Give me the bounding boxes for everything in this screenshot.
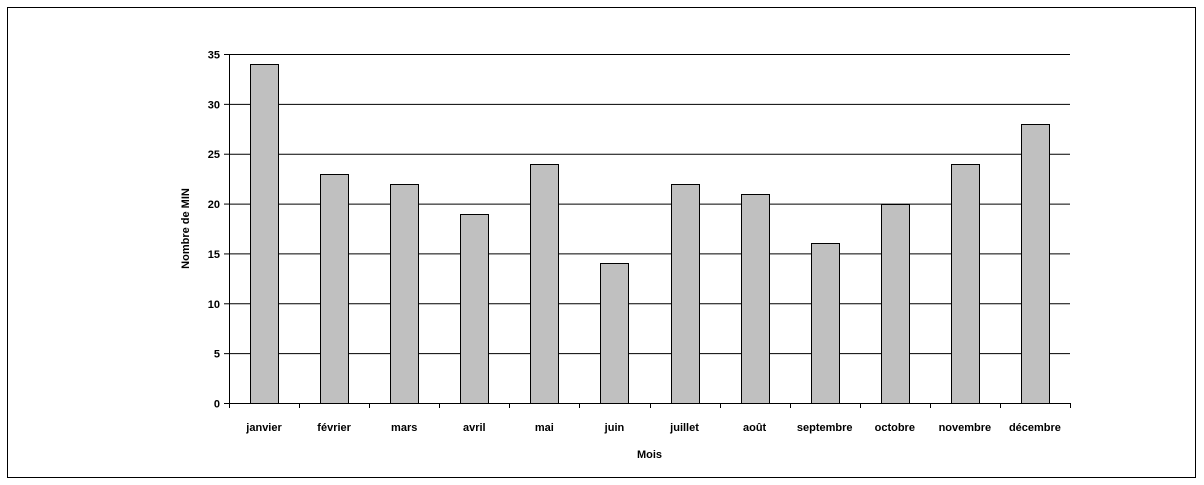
x-tick-label: janvier xyxy=(245,422,282,434)
x-tick-label: juillet xyxy=(669,422,699,434)
x-tick-label: décembre xyxy=(1009,422,1061,434)
y-tick-labels: 0 5 10 15 20 25 30 35 xyxy=(208,50,220,411)
x-tick-label: février xyxy=(317,422,351,434)
bar-novembre xyxy=(951,164,980,404)
x-tick-label: septembre xyxy=(797,422,853,434)
y-tick-label: 5 xyxy=(214,349,220,361)
bar-mars xyxy=(390,184,419,404)
bar-août xyxy=(741,194,770,404)
x-axis-title: Mois xyxy=(637,449,662,461)
bar-janvier xyxy=(250,64,279,404)
chart-frame: 0 5 10 15 20 25 30 35 janvier février mars avril ma… xyxy=(7,7,1196,478)
x-tick-label: mars xyxy=(391,422,417,434)
y-tick-label: 30 xyxy=(208,99,220,111)
x-tick-label: mai xyxy=(535,422,554,434)
y-tick-label: 25 xyxy=(208,149,220,161)
gridlines xyxy=(229,54,1070,355)
y-axis-title: Nombre de MIN xyxy=(180,188,192,269)
bar-décembre xyxy=(1021,124,1050,404)
bar-septembre xyxy=(811,243,840,404)
x-tick-label: octobre xyxy=(875,422,915,434)
bar-octobre xyxy=(881,204,910,404)
axes xyxy=(224,54,1071,408)
x-tick-label: juin xyxy=(604,422,625,434)
bar-series xyxy=(250,64,1050,404)
y-tick-label: 0 xyxy=(214,399,220,411)
y-tick-label: 10 xyxy=(208,299,220,311)
y-tick-label: 20 xyxy=(208,199,220,211)
bar-chart: 0 5 10 15 20 25 30 35 janvier février mars avril ma… xyxy=(180,50,1071,461)
bar-juillet xyxy=(671,184,700,404)
x-tick-label: avril xyxy=(463,422,486,434)
bar-février xyxy=(320,174,349,404)
bar-juin xyxy=(600,263,629,404)
bar-mai xyxy=(530,164,559,404)
y-tick-label: 35 xyxy=(208,50,220,62)
x-tick-labels: janvier février mars avril mai juin juillet aoû… xyxy=(245,422,1061,434)
bar-avril xyxy=(460,214,489,404)
x-tick-label: août xyxy=(743,422,767,434)
y-tick-label: 15 xyxy=(208,249,220,261)
x-tick-label: novembre xyxy=(939,422,992,434)
